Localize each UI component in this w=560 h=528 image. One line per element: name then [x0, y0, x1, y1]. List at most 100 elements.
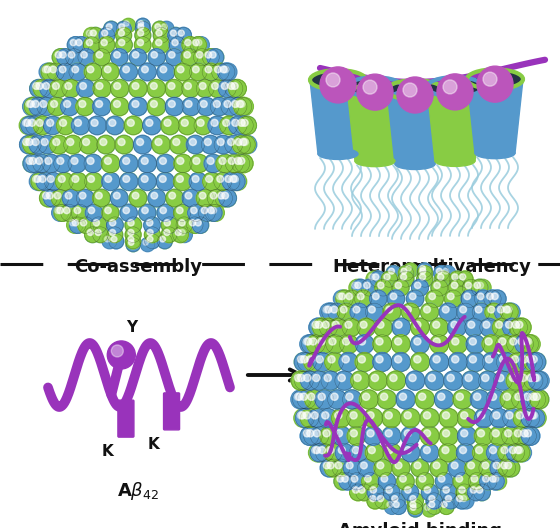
Circle shape [69, 63, 86, 81]
Circle shape [175, 230, 181, 235]
Circle shape [138, 24, 144, 30]
Circle shape [96, 52, 102, 58]
Circle shape [440, 427, 458, 445]
Circle shape [513, 444, 531, 462]
Circle shape [417, 266, 432, 281]
Circle shape [402, 303, 419, 321]
Circle shape [386, 487, 393, 493]
Circle shape [367, 484, 384, 501]
Circle shape [515, 335, 534, 353]
Circle shape [385, 430, 392, 437]
Circle shape [510, 447, 516, 454]
Circle shape [182, 190, 200, 207]
Circle shape [339, 353, 358, 371]
Circle shape [52, 49, 69, 66]
Circle shape [424, 487, 431, 493]
Circle shape [433, 462, 440, 469]
Circle shape [148, 190, 166, 207]
Circle shape [347, 409, 366, 428]
Circle shape [189, 173, 207, 191]
Circle shape [105, 207, 111, 214]
Circle shape [490, 476, 496, 482]
Circle shape [143, 240, 148, 246]
Circle shape [430, 335, 449, 353]
Circle shape [524, 371, 543, 390]
Circle shape [470, 390, 489, 409]
Circle shape [448, 459, 466, 477]
Circle shape [225, 176, 232, 182]
Circle shape [231, 154, 250, 173]
Circle shape [363, 80, 377, 94]
Circle shape [166, 49, 183, 66]
Circle shape [533, 374, 540, 382]
Circle shape [437, 74, 473, 110]
Circle shape [351, 476, 358, 482]
Circle shape [435, 390, 454, 409]
Circle shape [444, 371, 463, 390]
Circle shape [59, 66, 66, 73]
Circle shape [297, 374, 305, 382]
Circle shape [375, 493, 391, 509]
Circle shape [400, 274, 407, 280]
Circle shape [486, 356, 493, 363]
Circle shape [532, 374, 539, 382]
Circle shape [420, 268, 426, 274]
Ellipse shape [347, 77, 403, 97]
Circle shape [137, 40, 143, 46]
Circle shape [371, 374, 379, 382]
Circle shape [151, 100, 157, 107]
Circle shape [85, 204, 102, 221]
Circle shape [502, 427, 520, 445]
Circle shape [456, 393, 463, 400]
Circle shape [190, 207, 197, 214]
Circle shape [527, 374, 534, 382]
Circle shape [144, 227, 160, 242]
Circle shape [439, 444, 457, 462]
Circle shape [33, 82, 40, 89]
Circle shape [109, 119, 116, 126]
Circle shape [438, 476, 445, 482]
Circle shape [120, 63, 137, 81]
Circle shape [351, 371, 370, 390]
Circle shape [391, 335, 410, 353]
Circle shape [22, 119, 29, 126]
Circle shape [384, 499, 400, 514]
Circle shape [435, 390, 454, 409]
Circle shape [461, 290, 478, 307]
Circle shape [46, 119, 54, 126]
Circle shape [523, 338, 530, 345]
Circle shape [39, 63, 57, 81]
Circle shape [81, 220, 87, 226]
Circle shape [159, 21, 174, 36]
Circle shape [332, 427, 351, 445]
Circle shape [29, 173, 47, 191]
Circle shape [76, 190, 94, 207]
Circle shape [27, 100, 34, 107]
Circle shape [449, 353, 468, 371]
Text: K: K [102, 444, 114, 459]
Circle shape [334, 473, 351, 490]
Circle shape [440, 484, 457, 501]
Circle shape [410, 505, 416, 511]
Circle shape [44, 173, 62, 191]
Circle shape [372, 353, 391, 371]
Circle shape [228, 80, 246, 98]
Circle shape [316, 356, 323, 363]
Circle shape [508, 353, 527, 371]
Circle shape [300, 393, 307, 400]
Circle shape [370, 271, 386, 287]
Circle shape [337, 476, 343, 482]
Circle shape [389, 268, 394, 274]
Circle shape [310, 427, 329, 445]
Circle shape [433, 338, 440, 345]
FancyBboxPatch shape [164, 393, 180, 430]
Circle shape [123, 66, 129, 73]
Circle shape [194, 116, 212, 135]
Circle shape [392, 459, 410, 477]
Circle shape [458, 427, 476, 445]
Circle shape [241, 138, 249, 146]
Circle shape [147, 237, 153, 242]
Circle shape [141, 176, 148, 182]
Circle shape [78, 217, 94, 233]
Circle shape [335, 444, 353, 462]
